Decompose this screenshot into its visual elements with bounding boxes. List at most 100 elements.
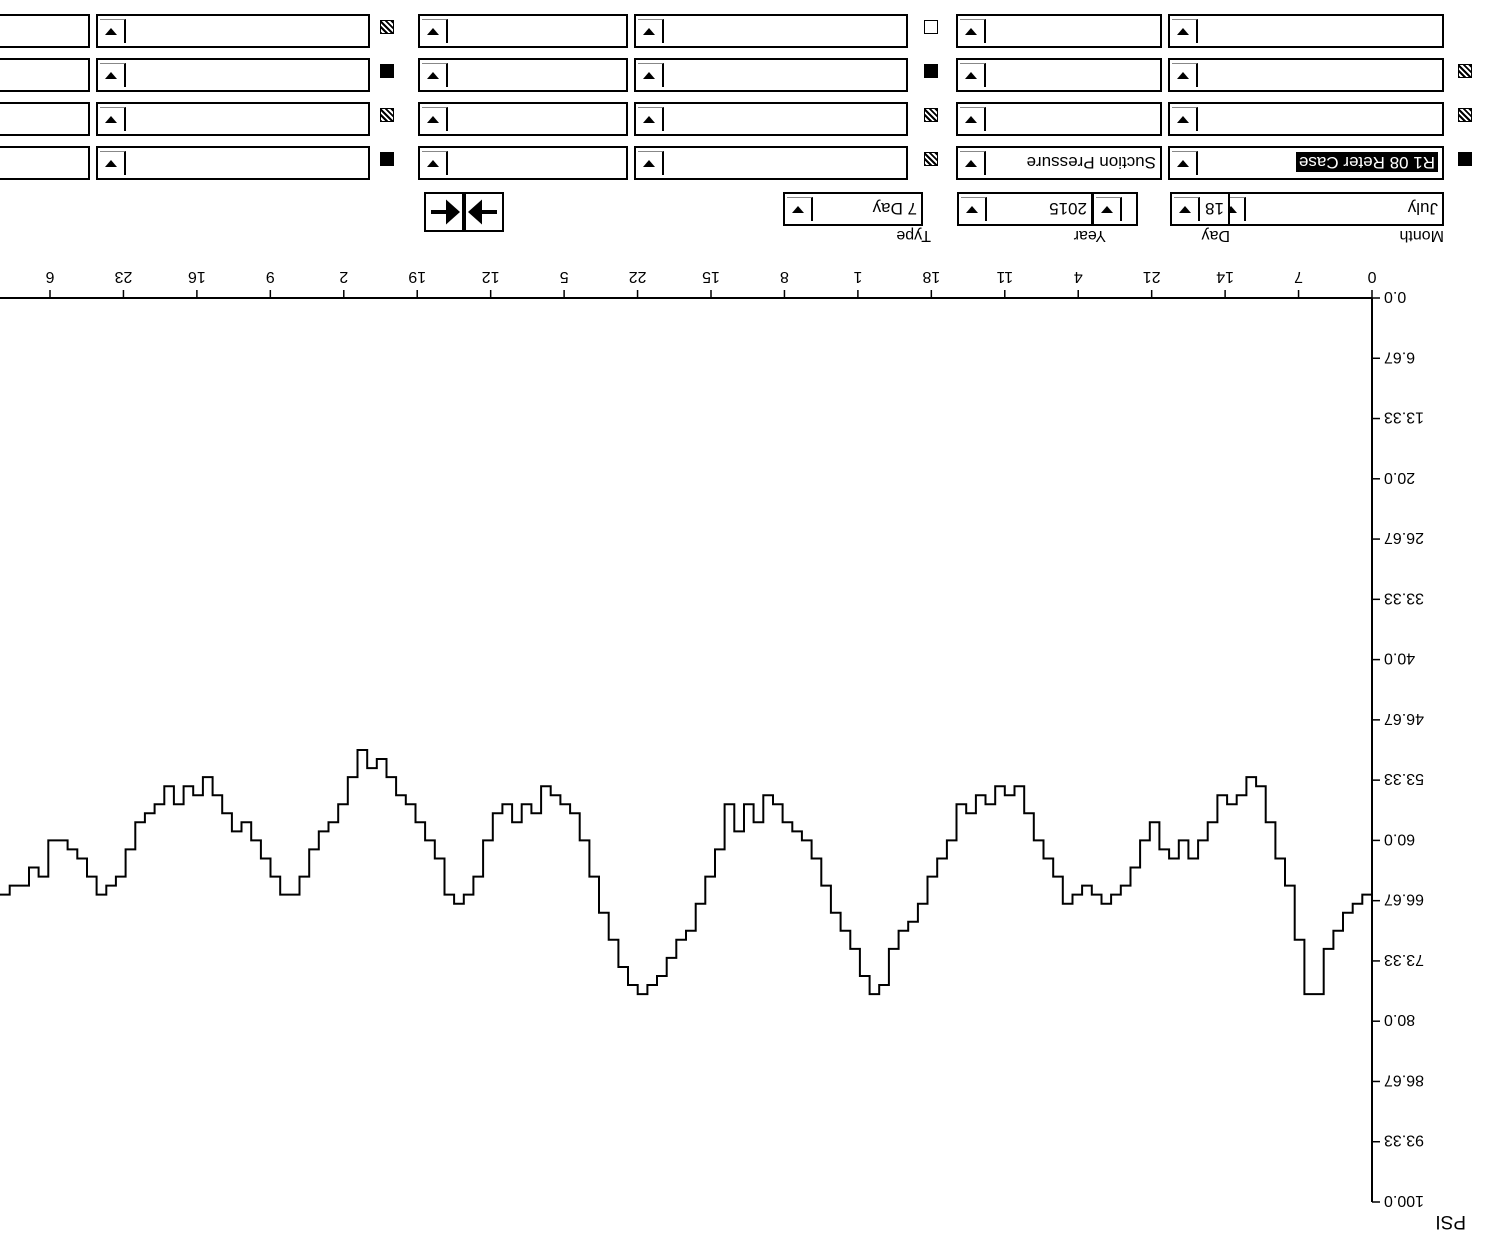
y-tick-label: 40.0 xyxy=(1384,650,1415,667)
circuit-select[interactable] xyxy=(1168,102,1444,136)
measure-select[interactable] xyxy=(956,58,1162,92)
year-value: 2015 xyxy=(1049,199,1087,218)
measure-select[interactable] xyxy=(418,146,628,180)
circuit-select[interactable] xyxy=(634,58,908,92)
chevron-down-icon[interactable] xyxy=(422,107,448,131)
series-color-swatch xyxy=(1454,18,1468,32)
circuit-select[interactable] xyxy=(634,102,908,136)
series-color-swatch xyxy=(1458,108,1472,122)
chevron-down-icon[interactable] xyxy=(422,19,448,43)
chevron-down-icon[interactable] xyxy=(1172,19,1198,43)
measure-select[interactable]: Suction Pressure xyxy=(956,146,1162,180)
chevron-down-icon[interactable] xyxy=(1172,63,1198,87)
type-label: Type xyxy=(896,227,931,244)
series-color-swatch xyxy=(1458,152,1472,166)
circuit-select[interactable] xyxy=(96,14,370,48)
chevron-down-icon[interactable] xyxy=(638,151,664,175)
next-period-button[interactable] xyxy=(464,192,504,232)
measure-select[interactable] xyxy=(956,14,1162,48)
chevron-down-icon[interactable] xyxy=(960,19,986,43)
month-select[interactable]: July xyxy=(1216,192,1444,226)
x-tick-label: 18 xyxy=(922,268,940,285)
measure-select[interactable] xyxy=(0,14,90,48)
day-select[interactable]: 18 xyxy=(1170,192,1230,226)
y-tick-label: 13.33 xyxy=(1384,409,1424,426)
x-tick-label: 6 xyxy=(45,268,54,285)
chevron-down-icon[interactable] xyxy=(960,151,986,175)
series-color-swatch xyxy=(924,64,938,78)
prev-period-button[interactable] xyxy=(424,192,464,232)
y-tick-label: 60.0 xyxy=(1384,830,1415,847)
circuit-select[interactable]: R1 08 Reter Case xyxy=(1168,146,1444,180)
chevron-down-icon[interactable] xyxy=(787,197,813,221)
x-tick-label: 0 xyxy=(1367,268,1376,285)
y-tick-label: 20.0 xyxy=(1384,469,1415,486)
y-tick-label: 33.33 xyxy=(1384,589,1424,606)
y-tick-label: 0.0 xyxy=(1384,288,1406,305)
series-color-swatch xyxy=(380,20,394,34)
y-tick-label: 80.0 xyxy=(1384,1011,1415,1028)
series-color-swatch xyxy=(924,108,938,122)
series-color-swatch xyxy=(1458,64,1472,78)
chevron-down-icon[interactable] xyxy=(422,151,448,175)
chevron-down-icon[interactable] xyxy=(1096,197,1122,221)
x-tick-label: 7 xyxy=(1294,268,1303,285)
measure-select[interactable] xyxy=(418,14,628,48)
x-tick-label: 22 xyxy=(629,268,647,285)
circuit-select[interactable] xyxy=(634,14,908,48)
circuit-select[interactable] xyxy=(1168,14,1444,48)
y-tick-label: 100.0 xyxy=(1384,1192,1424,1209)
circuit-select[interactable] xyxy=(1168,58,1444,92)
chevron-down-icon[interactable] xyxy=(1172,107,1198,131)
x-tick-label: 15 xyxy=(702,268,720,285)
type-select[interactable]: 7 Day xyxy=(783,192,923,226)
arrow-left-icon xyxy=(431,199,461,225)
x-tick-label: 12 xyxy=(482,268,500,285)
chevron-down-icon[interactable] xyxy=(960,107,986,131)
x-tick-label: 8 xyxy=(780,268,789,285)
chevron-down-icon[interactable] xyxy=(1172,151,1198,175)
chevron-down-icon[interactable] xyxy=(961,197,987,221)
chevron-down-icon[interactable] xyxy=(638,63,664,87)
chevron-down-icon[interactable] xyxy=(1174,197,1200,221)
chevron-down-icon[interactable] xyxy=(100,63,126,87)
series-color-swatch xyxy=(380,152,394,166)
circuit-select[interactable] xyxy=(634,146,908,180)
chevron-down-icon[interactable] xyxy=(638,107,664,131)
measure-select[interactable] xyxy=(956,102,1162,136)
measure-select[interactable] xyxy=(0,58,90,92)
circuit-select[interactable] xyxy=(96,58,370,92)
circuit-select[interactable] xyxy=(96,102,370,136)
measure-value: Suction Pressure xyxy=(1026,153,1156,172)
x-tick-label: 2 xyxy=(339,268,348,285)
type-value: 7 Day xyxy=(872,199,917,218)
x-tick-label: 14 xyxy=(1216,268,1234,285)
year-select[interactable]: 2015 xyxy=(957,192,1093,226)
measure-select[interactable] xyxy=(418,102,628,136)
chevron-down-icon[interactable] xyxy=(100,151,126,175)
x-tick-label: 21 xyxy=(1143,268,1161,285)
y-tick-label: 86.67 xyxy=(1384,1071,1424,1088)
y-tick-label: 6.67 xyxy=(1384,348,1415,365)
chevron-down-icon[interactable] xyxy=(100,107,126,131)
measure-select[interactable] xyxy=(0,146,90,180)
y-tick-label: 73.33 xyxy=(1384,951,1424,968)
series-color-swatch xyxy=(380,108,394,122)
y-tick-label: 46.67 xyxy=(1384,710,1424,727)
chevron-down-icon[interactable] xyxy=(422,63,448,87)
chevron-down-icon[interactable] xyxy=(960,63,986,87)
chevron-down-icon[interactable] xyxy=(638,19,664,43)
measure-select[interactable] xyxy=(418,58,628,92)
arrow-right-icon xyxy=(467,199,497,225)
circuit-select[interactable] xyxy=(96,146,370,180)
month-value: July xyxy=(1407,199,1438,218)
chevron-down-icon[interactable] xyxy=(100,19,126,43)
measure-select[interactable] xyxy=(0,102,90,136)
month-label: Month xyxy=(1399,227,1444,244)
x-tick-label: 5 xyxy=(560,268,569,285)
day-spacer-select[interactable] xyxy=(1092,192,1138,226)
y-tick-label: 53.33 xyxy=(1384,770,1424,787)
x-tick-label: 9 xyxy=(266,268,275,285)
